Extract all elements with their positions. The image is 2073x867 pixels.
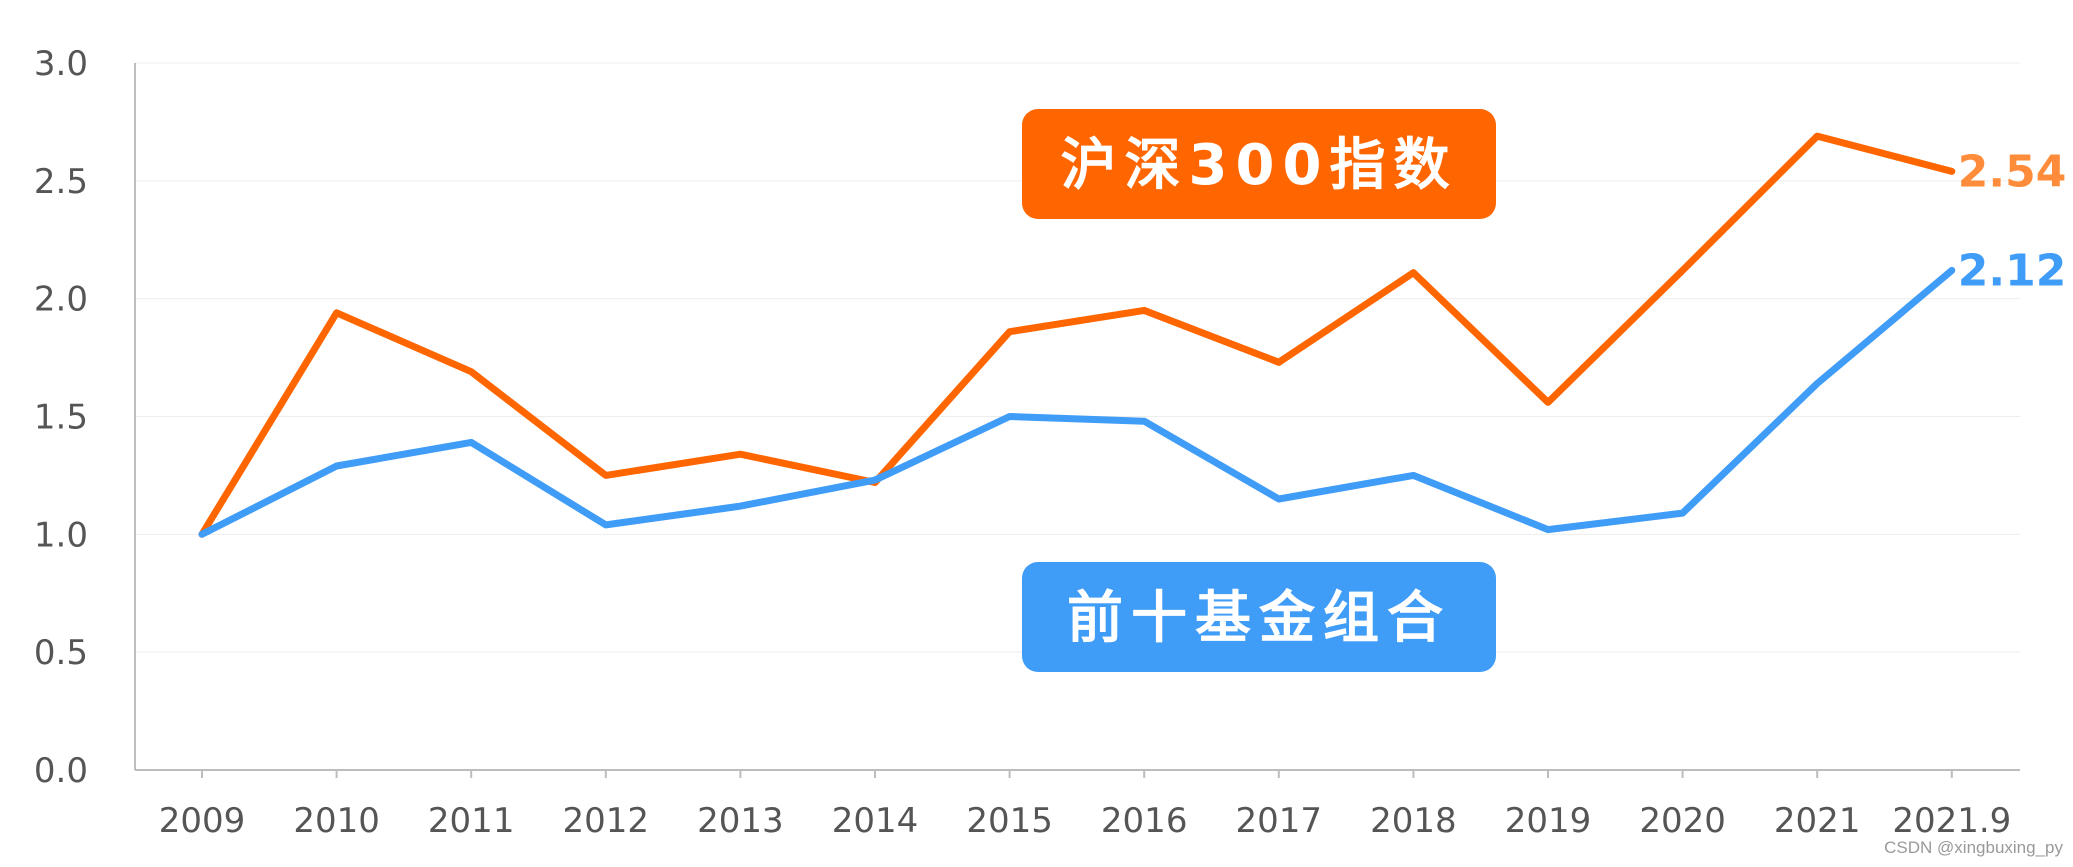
- x-tick-label: 2009: [159, 801, 246, 841]
- x-tick-label: 2017: [1236, 801, 1323, 841]
- x-axis-ticks: 2009 2010 2011 2012 2013 2014 2015 2016 2017 2018…: [159, 770, 2011, 841]
- x-tick-label: 2016: [1101, 801, 1188, 841]
- x-tick-label: 2019: [1505, 801, 1592, 841]
- y-tick-label: 0.5: [34, 633, 88, 673]
- y-tick-label: 0.0: [34, 751, 88, 791]
- x-tick-label: 2018: [1370, 801, 1457, 841]
- series-end-label-0: 2.54: [1958, 146, 2067, 197]
- legend-label-1: 前十基金组合: [1067, 586, 1451, 651]
- legend-box-0: [1022, 109, 1496, 219]
- x-tick-label: 2020: [1639, 801, 1726, 841]
- x-tick-label: 2015: [966, 801, 1053, 841]
- x-tick-label: 2011: [428, 801, 515, 841]
- x-tick-label: 2014: [832, 801, 919, 841]
- series-lines: [198, 132, 1956, 538]
- legend-box-1: [1022, 562, 1496, 672]
- series-end-label-1: 2.12: [1958, 245, 2067, 296]
- y-axis-ticks: 0.0 0.5 1.0 1.5 2.0 2.5 3.0: [34, 44, 88, 791]
- y-tick-label: 2.0: [34, 280, 88, 320]
- x-tick-label: 2013: [697, 801, 784, 841]
- watermark: CSDN @xingbuxing_py: [1884, 838, 2063, 857]
- legend-label-0: 沪深300指数: [1061, 133, 1458, 198]
- y-tick-label: 3.0: [34, 44, 88, 84]
- series-line-1: [198, 266, 1956, 538]
- y-tick-label: 1.5: [34, 398, 88, 438]
- x-tick-label: 2021.9: [1892, 801, 2011, 841]
- series-line-0: [198, 132, 1956, 538]
- y-tick-label: 1.0: [34, 515, 88, 555]
- x-tick-label: 2010: [293, 801, 380, 841]
- axes: [134, 63, 2020, 771]
- x-tick-label: 2021: [1774, 801, 1861, 841]
- y-tick-label: 2.5: [34, 162, 88, 202]
- x-tick-label: 2012: [563, 801, 650, 841]
